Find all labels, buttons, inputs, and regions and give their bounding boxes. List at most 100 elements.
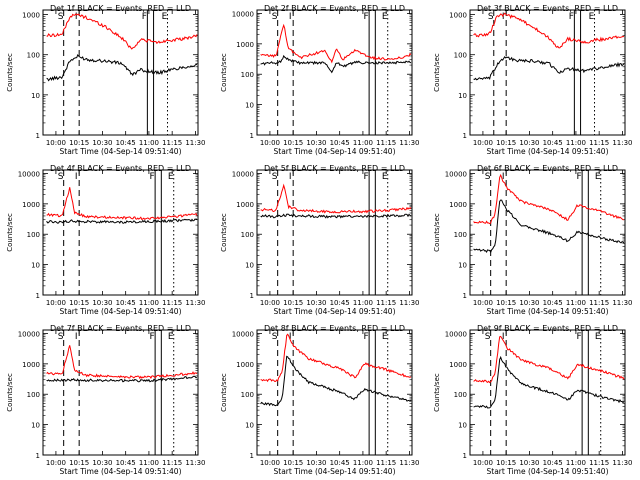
y-tick-label: 1000 xyxy=(236,361,254,369)
region-label: E xyxy=(168,172,174,182)
region-label: F xyxy=(577,332,582,342)
region-label: I xyxy=(75,12,78,22)
x-tick-label: 10:45 xyxy=(116,139,136,147)
y-tick-label: 100 xyxy=(454,391,467,399)
x-tick-label: 11:30 xyxy=(612,459,632,467)
y-tick-label: 100 xyxy=(454,52,467,60)
panel-title: Det 8f BLACK = Events, RED = LLD xyxy=(264,324,405,333)
y-tick-label: 10 xyxy=(458,92,467,100)
region-label: F xyxy=(364,172,369,182)
x-axis-label: Start Time (04-Sep-14 09:51:40) xyxy=(487,307,609,316)
x-tick-label: 10:00 xyxy=(473,139,493,147)
panel-title: Det 2f BLACK = Events, RED = LLD xyxy=(264,4,405,13)
y-tick-label: 100 xyxy=(241,71,254,79)
panel-det-1: Det 1f BLACK = Events, RED = LLD 1 10 100 10… xyxy=(6,4,206,156)
x-tick-label: 10:15 xyxy=(496,459,516,467)
x-tick-label: 10:15 xyxy=(69,459,89,467)
x-tick-label: 10:00 xyxy=(473,299,493,307)
x-tick-label: 10:00 xyxy=(473,459,493,467)
plot-frame xyxy=(469,329,626,456)
region-label: I xyxy=(75,172,78,182)
y-tick-label: 10000 xyxy=(232,10,254,18)
y-tick-label: 1000 xyxy=(22,12,40,20)
x-axis-label: Start Time (04-Sep-14 09:51:40) xyxy=(274,467,396,476)
series-line-events xyxy=(260,213,412,219)
region-label: I xyxy=(75,332,78,342)
panel-det-9: Det 9f BLACK = Events, RED = LLD 1 10 100 10… xyxy=(433,324,633,476)
y-tick-label: 10 xyxy=(245,422,254,430)
region-label: S xyxy=(58,332,64,342)
region-label: E xyxy=(595,172,601,182)
y-tick-label: 10000 xyxy=(18,170,40,178)
x-tick-label: 10:30 xyxy=(92,299,112,307)
x-tick-label: 11:30 xyxy=(612,139,632,147)
x-axis-label: Start Time (04-Sep-14 09:51:40) xyxy=(487,467,609,476)
region-label: S xyxy=(488,12,494,22)
region-label: E xyxy=(168,332,174,342)
x-tick-label: 10:45 xyxy=(116,459,136,467)
x-tick-label: 10:00 xyxy=(260,459,280,467)
series-line-lld xyxy=(46,345,198,380)
x-tick-label: 10:30 xyxy=(519,299,539,307)
region-label: F xyxy=(577,172,582,182)
y-tick-label: 1000 xyxy=(236,201,254,209)
y-tick-label: 10 xyxy=(31,422,40,430)
x-tick-label: 10:00 xyxy=(46,459,66,467)
panel-det-5: Det 5f BLACK = Events, RED = LLD 1 10 100 10… xyxy=(220,164,420,316)
x-tick-label: 11:30 xyxy=(612,299,632,307)
region-label: I xyxy=(502,12,505,22)
y-axis-label: Counts/sec xyxy=(6,213,14,252)
y-tick-label: 1000 xyxy=(449,361,467,369)
panel-title: Det 9f BLACK = Events, RED = LLD xyxy=(477,324,618,333)
x-tick-label: 11:15 xyxy=(589,139,609,147)
x-tick-label: 10:30 xyxy=(519,139,539,147)
y-tick-label: 1000 xyxy=(449,12,467,20)
y-tick-label: 100 xyxy=(241,391,254,399)
x-tick-label: 11:15 xyxy=(376,299,396,307)
x-tick-label: 11:15 xyxy=(376,139,396,147)
series-line-lld xyxy=(46,13,198,50)
region-label: I xyxy=(289,172,292,182)
series-line-events xyxy=(46,54,198,82)
x-tick-label: 11:00 xyxy=(139,139,159,147)
region-label: F xyxy=(569,12,574,22)
y-tick-label: 100 xyxy=(241,231,254,239)
y-tick-label: 100 xyxy=(27,231,40,239)
series-line-events xyxy=(473,55,625,81)
x-tick-label: 11:15 xyxy=(589,459,609,467)
y-tick-label: 1 xyxy=(250,292,254,300)
panel-det-7: Det 7f BLACK = Events, RED = LLD 1 10 100 10… xyxy=(6,324,206,476)
x-tick-label: 10:00 xyxy=(46,299,66,307)
y-axis-label: Counts/sec xyxy=(433,53,441,92)
panel-title: Det 4f BLACK = Events, RED = LLD xyxy=(50,164,191,173)
region-label: F xyxy=(150,332,155,342)
y-tick-label: 10 xyxy=(245,102,254,110)
panel-title: Det 1f BLACK = Events, RED = LLD xyxy=(50,4,191,13)
x-tick-label: 11:15 xyxy=(376,459,396,467)
x-tick-label: 11:00 xyxy=(139,459,159,467)
series-line-lld xyxy=(46,187,198,221)
y-axis-label: Counts/sec xyxy=(6,373,14,412)
series-line-lld xyxy=(260,23,412,64)
plot-frame xyxy=(256,9,413,136)
y-tick-label: 10000 xyxy=(232,170,254,178)
y-tick-label: 10000 xyxy=(232,330,254,338)
x-tick-label: 10:45 xyxy=(330,459,350,467)
x-tick-label: 10:30 xyxy=(306,459,326,467)
x-tick-label: 10:30 xyxy=(519,459,539,467)
y-axis-label: Counts/sec xyxy=(220,373,228,412)
x-tick-label: 11:00 xyxy=(353,139,373,147)
y-tick-label: 1 xyxy=(250,132,254,140)
series-line-lld xyxy=(473,173,625,225)
x-tick-label: 10:15 xyxy=(283,139,303,147)
x-tick-label: 10:30 xyxy=(306,299,326,307)
x-tick-label: 11:15 xyxy=(162,299,182,307)
plot-frame xyxy=(469,169,626,296)
region-label: S xyxy=(485,332,491,342)
x-tick-label: 11:30 xyxy=(185,299,205,307)
x-tick-label: 11:30 xyxy=(185,459,205,467)
y-axis-label: Counts/sec xyxy=(433,373,441,412)
panel-title: Det 5f BLACK = Events, RED = LLD xyxy=(264,164,405,173)
x-axis-label: Start Time (04-Sep-14 09:51:40) xyxy=(60,307,182,316)
region-label: E xyxy=(589,12,595,22)
